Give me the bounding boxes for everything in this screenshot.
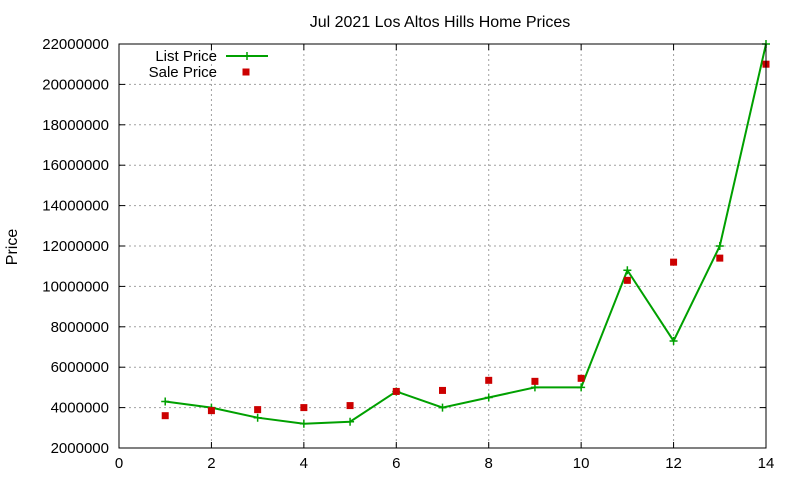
legend-label: Sale Price [149,64,217,81]
data-point [253,413,262,422]
data-point [438,403,447,412]
axis-ticks: 0 2 4 6 8 10 12 14 2000000 4000000 6000000 8000000 1… [42,36,774,472]
data-point [715,242,724,250]
data-point [531,377,539,385]
x-tick-label: 14 [758,455,775,472]
chart-title: Jul 2021 Los Altos Hills Home Prices [310,14,571,31]
y-tick-label: 22000000 [42,36,109,53]
x-tick-label: 0 [115,455,123,472]
series-line [165,43,767,425]
legend-plus-marker [243,52,251,60]
data-point [161,412,169,420]
data-point [392,387,400,395]
y-tick-label: 14000000 [42,198,109,215]
y-tick-label: 20000000 [42,76,109,93]
x-tick-label: 4 [300,455,308,472]
series-sale-price [161,60,770,420]
data-point [485,376,493,384]
data-point [669,336,678,345]
series-list-price [161,40,770,428]
y-axis-label: Price [4,229,21,266]
y-tick-label: 16000000 [42,157,109,174]
series-layer [161,40,770,428]
y-tick-label: 2000000 [51,440,109,457]
legend-square-marker [242,68,250,76]
legend-label: List Price [155,48,217,65]
data-point [439,386,446,394]
y-tick-label: 4000000 [51,400,109,417]
data-point [207,407,215,415]
y-tick-label: 8000000 [51,319,109,336]
data-point [346,402,354,410]
y-tick-label: 10000000 [42,278,109,295]
data-point [299,419,308,428]
x-tick-label: 10 [573,455,590,472]
data-point [346,417,355,426]
x-tick-label: 12 [665,455,682,472]
data-point [161,397,170,406]
data-point [254,406,262,414]
y-tick-label: 12000000 [42,238,109,255]
x-tick-label: 8 [485,455,493,472]
data-point [300,404,308,412]
y-tick-label: 18000000 [42,117,109,134]
data-point [623,276,631,284]
data-point [623,266,632,275]
x-tick-label: 2 [207,455,215,472]
data-point [577,383,586,392]
x-tick-label: 6 [392,455,400,472]
plot-frame [118,43,767,449]
data-point [670,258,678,266]
data-point [484,393,493,402]
data-point [716,254,724,262]
y-tick-label: 6000000 [51,359,109,376]
data-point [577,374,585,382]
